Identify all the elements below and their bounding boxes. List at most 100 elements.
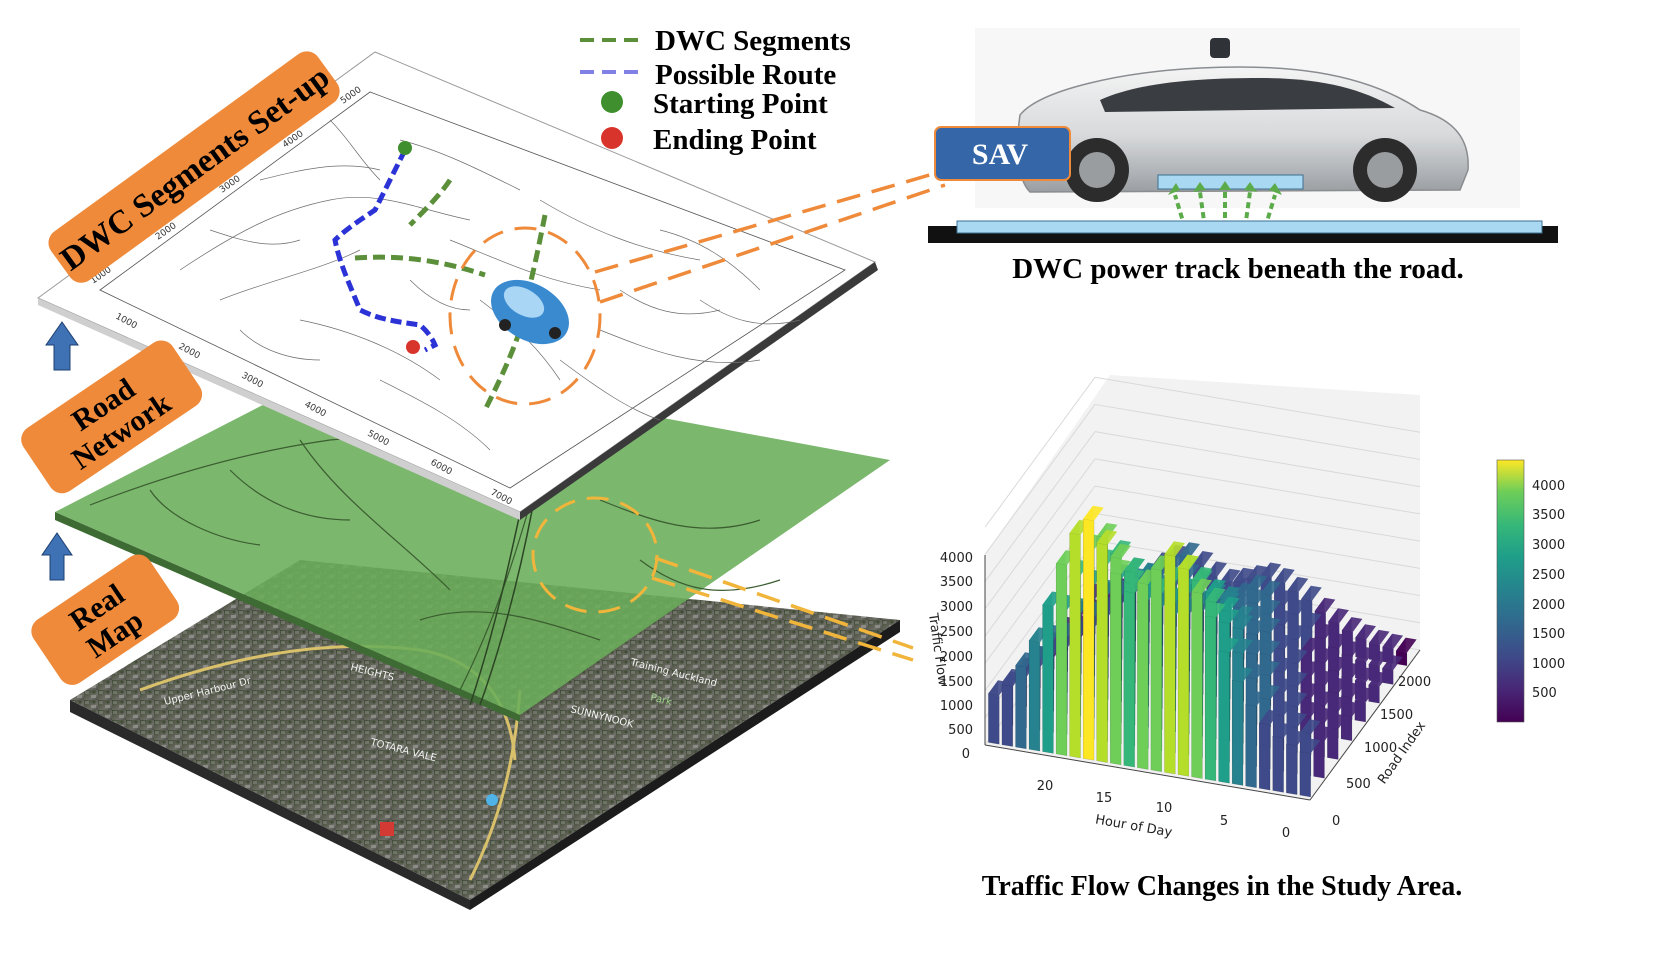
rear-wheel-hub (1367, 152, 1403, 188)
z-tick: 1000 (940, 699, 973, 714)
bar-face (1150, 568, 1162, 772)
legend: DWC Segments Possible Route Starting Poi… (580, 25, 851, 156)
bar-top (1314, 648, 1335, 664)
bar-top (1245, 691, 1267, 707)
z-tick: 2000 (940, 650, 973, 665)
bar-top (1301, 585, 1322, 601)
colorbar-tick: 2500 (1532, 568, 1565, 583)
bar-top (1259, 640, 1281, 656)
y-tick: 0 (1332, 814, 1340, 829)
bar-top (1260, 617, 1281, 633)
bar-face (1001, 684, 1013, 747)
legend-possible-route: Possible Route (655, 59, 836, 91)
start-point-marker (398, 141, 412, 155)
bar-face (1231, 679, 1244, 786)
bar-top (1328, 656, 1349, 672)
colorbar-tick: 4000 (1532, 479, 1565, 494)
x-tick: 20 (1037, 779, 1054, 794)
bar-top (1273, 657, 1294, 673)
bar-top (1164, 541, 1185, 557)
x-axis-label: Hour of Day (1094, 812, 1174, 840)
gridline (1094, 403, 1421, 460)
bar-top (1341, 641, 1363, 657)
bar-face (1272, 735, 1284, 793)
bar-top (1354, 687, 1376, 703)
bar-top (1247, 565, 1268, 581)
bar-top (1286, 671, 1308, 687)
bar-top (1179, 542, 1200, 558)
bar-face (1123, 590, 1135, 768)
bar-top (1219, 596, 1240, 612)
sav-label: SAV (972, 138, 1028, 171)
possible-route-path (332, 148, 439, 353)
bar-top (1232, 667, 1253, 683)
sav-car-illustration: SAV (928, 28, 1558, 243)
bar-top (1124, 557, 1145, 573)
z-tick: 3000 (940, 600, 973, 615)
x-tick: 5 (1220, 814, 1228, 829)
sav-badge (934, 126, 1071, 181)
bar-top (1273, 678, 1294, 694)
bar-top (1272, 722, 1294, 738)
bar-top (1206, 561, 1227, 577)
bar-face (1110, 572, 1122, 766)
bar-face (988, 693, 1000, 745)
bar-face (1042, 604, 1054, 754)
bar-top (1368, 651, 1390, 666)
bar-top (1369, 629, 1390, 645)
gridline (984, 404, 1096, 555)
bar-top (1300, 701, 1321, 717)
bar-top (1299, 738, 1321, 754)
highlight-ellipse-road (531, 496, 659, 614)
bar-top (1314, 670, 1335, 686)
chart-bars (988, 505, 1417, 798)
gridline (1094, 458, 1421, 515)
bar-top (1287, 576, 1309, 592)
up-arrow-icon (41, 532, 73, 581)
legend-starting-point: Starting Point (653, 88, 828, 120)
bar-top (1300, 661, 1322, 677)
satellite-map-surface (70, 560, 900, 900)
bar-top (1313, 726, 1335, 742)
x-tick: 10 (1156, 801, 1173, 816)
bar-top (1178, 554, 1199, 570)
bar-face (1015, 665, 1027, 750)
bar-face (1299, 751, 1311, 798)
gridline (1094, 485, 1421, 542)
road-network-edge (55, 512, 520, 722)
colorbar-tick: 3000 (1532, 538, 1565, 553)
bar-top (1314, 597, 1336, 613)
bar-top (1246, 589, 1268, 604)
gridline (1094, 512, 1421, 569)
bar-top (1191, 566, 1213, 582)
bar-top (1286, 712, 1307, 728)
bar-top (1083, 505, 1104, 521)
gridline (984, 376, 1096, 528)
bar-top (1314, 623, 1336, 639)
road-network-surface (55, 360, 890, 715)
colorbar-ticks: 500 1000 1500 2000 2500 3000 3500 4000 (1532, 479, 1565, 701)
bar-top (1314, 691, 1335, 707)
lidar-sensor-icon (1210, 38, 1230, 58)
gridline (1094, 431, 1421, 488)
bar-face (1069, 532, 1081, 759)
traffic-caption: Traffic Flow Changes in the Study Area. (982, 871, 1462, 902)
bar-top (1341, 682, 1362, 698)
badge-road-bg (21, 340, 203, 494)
y-tick: 2000 (1398, 675, 1431, 690)
bar-top (1218, 637, 1240, 653)
bar-face (1218, 650, 1230, 784)
bar-face (1164, 554, 1176, 775)
power-track-caption: DWC power track beneath the road. (1012, 253, 1464, 285)
bar-top (1273, 634, 1295, 650)
colorbar-tick: 1500 (1532, 627, 1565, 642)
bar-top (1233, 593, 1254, 609)
car-windows (1100, 78, 1395, 112)
bar-top (1341, 701, 1362, 717)
bar-face (1259, 722, 1271, 791)
power-arrow-heads (1168, 181, 1282, 195)
bar-top (1259, 684, 1280, 700)
bar-top (1218, 608, 1240, 624)
bar-top (1355, 667, 1376, 683)
